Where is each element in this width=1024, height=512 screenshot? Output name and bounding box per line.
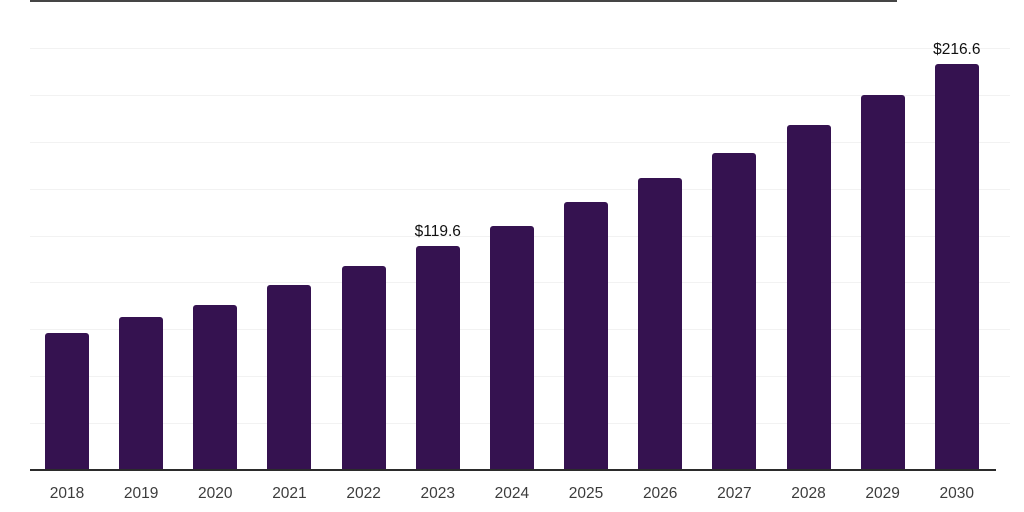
bar-2028[interactable] <box>786 124 831 470</box>
x-tick-label-2028: 2028 <box>791 485 826 502</box>
value-label-2030: $216.6 <box>933 40 981 58</box>
x-tick-label-2022: 2022 <box>346 485 381 502</box>
gridline <box>30 47 1010 49</box>
x-tick-label-2025: 2025 <box>568 485 604 502</box>
x-tick-label-2026: 2026 <box>642 485 678 502</box>
x-tick-label-2023: 2023 <box>420 485 455 502</box>
x-tick-label-2021: 2021 <box>272 485 307 502</box>
x-tick-label-2030: 2030 <box>939 485 975 502</box>
x-tick-label-2029: 2029 <box>865 485 900 502</box>
bar-2027[interactable] <box>712 152 757 470</box>
gridline <box>30 141 1010 143</box>
bar-2029[interactable] <box>860 94 905 470</box>
gridline <box>30 188 1010 190</box>
x-tick-label-2019: 2019 <box>123 485 159 502</box>
bar-2021[interactable] <box>267 285 312 470</box>
x-tick-label-2024: 2024 <box>494 485 530 502</box>
bar-2023[interactable] <box>415 245 460 470</box>
bar-2026[interactable] <box>638 177 683 470</box>
value-label-2023: $119.6 <box>414 222 461 240</box>
bar-2018[interactable] <box>45 333 89 470</box>
x-tick-label-2020: 2020 <box>198 485 233 502</box>
chart-top-border-line <box>30 0 897 2</box>
x-tick-label-2027: 2027 <box>717 485 752 502</box>
x-tick-label-2018: 2018 <box>49 485 85 502</box>
bar-2020[interactable] <box>193 305 238 470</box>
bar-2030[interactable] <box>934 63 979 470</box>
bar-2019[interactable] <box>119 317 164 470</box>
bar-2022[interactable] <box>341 266 386 470</box>
gridline <box>30 94 1010 96</box>
bar-2024[interactable] <box>489 225 534 470</box>
x-axis-line <box>30 469 996 471</box>
bar-2025[interactable] <box>564 202 609 470</box>
